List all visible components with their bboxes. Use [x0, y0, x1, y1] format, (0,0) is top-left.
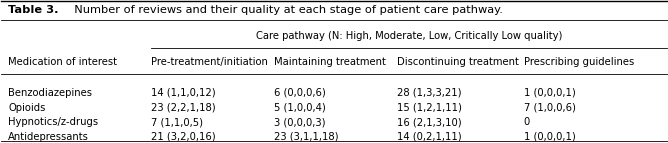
Text: Opioids: Opioids: [8, 103, 45, 113]
Text: Table 3.: Table 3.: [8, 5, 59, 15]
Text: Hypnotics/z-drugs: Hypnotics/z-drugs: [8, 117, 98, 127]
Text: Medication of interest: Medication of interest: [8, 57, 117, 67]
Text: 21 (3,2,0,16): 21 (3,2,0,16): [151, 132, 216, 142]
Text: 7 (1,1,0,5): 7 (1,1,0,5): [151, 117, 203, 127]
Text: 3 (0,0,0,3): 3 (0,0,0,3): [274, 117, 325, 127]
Text: Antidepressants: Antidepressants: [8, 132, 89, 142]
Text: Pre-treatment/initiation: Pre-treatment/initiation: [151, 57, 268, 67]
Text: Maintaining treatment: Maintaining treatment: [274, 57, 386, 67]
Text: 28 (1,3,3,21): 28 (1,3,3,21): [397, 88, 462, 98]
Text: 23 (3,1,1,18): 23 (3,1,1,18): [274, 132, 339, 142]
Text: Benzodiazepines: Benzodiazepines: [8, 88, 92, 98]
Text: 15 (1,2,1,11): 15 (1,2,1,11): [397, 103, 462, 113]
Text: Number of reviews and their quality at each stage of patient care pathway.: Number of reviews and their quality at e…: [67, 5, 502, 15]
Text: 7 (1,0,0,6): 7 (1,0,0,6): [524, 103, 575, 113]
Text: 14 (1,1,0,12): 14 (1,1,0,12): [151, 88, 216, 98]
Text: Discontinuing treatment: Discontinuing treatment: [397, 57, 519, 67]
Text: Care pathway (N: High, Moderate, Low, Critically Low quality): Care pathway (N: High, Moderate, Low, Cr…: [256, 31, 562, 41]
Text: 0: 0: [524, 117, 530, 127]
Text: 1 (0,0,0,1): 1 (0,0,0,1): [524, 132, 575, 142]
Text: 1 (0,0,0,1): 1 (0,0,0,1): [524, 88, 575, 98]
Text: 14 (0,2,1,11): 14 (0,2,1,11): [397, 132, 462, 142]
Text: 16 (2,1,3,10): 16 (2,1,3,10): [397, 117, 462, 127]
Text: 23 (2,2,1,18): 23 (2,2,1,18): [151, 103, 216, 113]
Text: 6 (0,0,0,6): 6 (0,0,0,6): [274, 88, 326, 98]
Text: Prescribing guidelines: Prescribing guidelines: [524, 57, 634, 67]
Text: 5 (1,0,0,4): 5 (1,0,0,4): [274, 103, 326, 113]
